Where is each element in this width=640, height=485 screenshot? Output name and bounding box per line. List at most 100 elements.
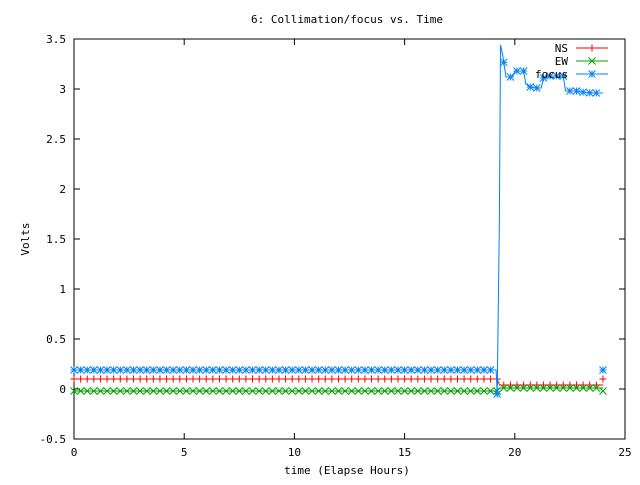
data-point <box>380 366 389 374</box>
data-point <box>288 375 296 383</box>
marker-stroke <box>579 384 587 392</box>
data-point <box>149 375 157 383</box>
data-point <box>453 387 462 395</box>
marker-stroke <box>162 387 171 395</box>
marker-stroke <box>248 366 257 374</box>
marker-stroke <box>559 384 568 392</box>
data-point <box>288 387 297 395</box>
data-point <box>202 366 211 374</box>
marker-stroke <box>599 387 607 395</box>
data-point <box>321 366 330 374</box>
data-point <box>301 387 310 395</box>
data-point <box>149 387 158 395</box>
data-point <box>473 366 482 374</box>
data-point <box>110 375 118 383</box>
marker-stroke <box>222 366 230 374</box>
marker-stroke <box>301 366 310 374</box>
data-point <box>189 366 197 374</box>
data-point <box>453 375 461 383</box>
x-tick-label: 20 <box>508 446 521 459</box>
data-point <box>169 375 177 383</box>
marker-stroke <box>361 366 369 374</box>
data-point <box>301 366 310 374</box>
data-point <box>546 72 554 80</box>
data-point <box>380 387 389 395</box>
data-point <box>242 387 250 395</box>
data-point <box>222 387 230 395</box>
data-point <box>308 387 316 395</box>
data-point <box>202 375 210 383</box>
marker-stroke <box>552 72 561 80</box>
marker-stroke <box>519 384 528 392</box>
marker-stroke <box>407 366 416 374</box>
data-point <box>519 384 528 392</box>
marker-stroke <box>466 387 475 395</box>
x-tick-label: 0 <box>71 446 78 459</box>
marker-stroke <box>447 387 455 395</box>
y-axis-label: Volts <box>19 222 32 255</box>
data-point <box>532 84 541 92</box>
marker-stroke <box>109 366 118 374</box>
data-point <box>175 366 184 374</box>
marker-stroke <box>202 366 211 374</box>
data-point <box>499 58 508 67</box>
data-point <box>572 87 581 95</box>
data-point <box>189 387 197 395</box>
data-point <box>321 375 329 383</box>
data-point <box>261 366 270 374</box>
data-point <box>447 366 455 374</box>
data-point <box>90 375 98 383</box>
data-point <box>467 375 475 383</box>
data-point <box>123 375 131 383</box>
data-point <box>367 366 376 374</box>
marker-stroke <box>526 384 535 392</box>
x-axis-label: time (Elapse Hours) <box>284 464 410 477</box>
legend-marker <box>588 70 596 78</box>
data-point <box>486 387 495 395</box>
data-point <box>559 384 568 392</box>
marker-stroke <box>242 387 250 395</box>
marker-stroke <box>427 366 435 374</box>
marker-stroke <box>129 366 138 374</box>
data-point <box>308 366 316 374</box>
data-point <box>381 375 389 383</box>
marker-stroke <box>328 387 336 395</box>
marker-stroke <box>235 387 244 395</box>
marker-stroke <box>70 387 78 395</box>
data-point <box>255 387 263 395</box>
data-point <box>368 375 376 383</box>
marker-stroke <box>513 67 521 75</box>
marker-stroke <box>294 387 303 395</box>
data-point <box>103 387 111 395</box>
marker-stroke <box>473 366 482 374</box>
marker-stroke <box>572 87 581 95</box>
data-point <box>129 387 138 395</box>
data-point <box>585 384 594 392</box>
marker-stroke <box>559 72 568 80</box>
data-point <box>294 366 303 374</box>
marker-stroke <box>215 387 224 395</box>
data-point <box>466 366 475 374</box>
data-point <box>129 366 138 374</box>
marker-stroke <box>532 384 541 392</box>
marker-stroke <box>195 366 204 374</box>
data-point <box>440 375 448 383</box>
marker-stroke <box>123 366 131 374</box>
data-point <box>473 375 481 383</box>
data-point <box>156 375 164 383</box>
data-point <box>341 375 349 383</box>
data-point <box>420 366 429 374</box>
data-point <box>513 384 521 392</box>
data-point <box>288 366 297 374</box>
y-tick-label: 2.5 <box>46 133 66 146</box>
marker-stroke <box>334 387 343 395</box>
data-point <box>275 366 283 374</box>
marker-stroke <box>592 89 601 97</box>
data-point <box>579 384 587 392</box>
marker-stroke <box>328 366 336 374</box>
marker-stroke <box>208 366 217 374</box>
data-point <box>572 384 581 392</box>
data-point <box>294 387 303 395</box>
marker-stroke <box>189 387 197 395</box>
x-tick-label: 15 <box>398 446 411 459</box>
